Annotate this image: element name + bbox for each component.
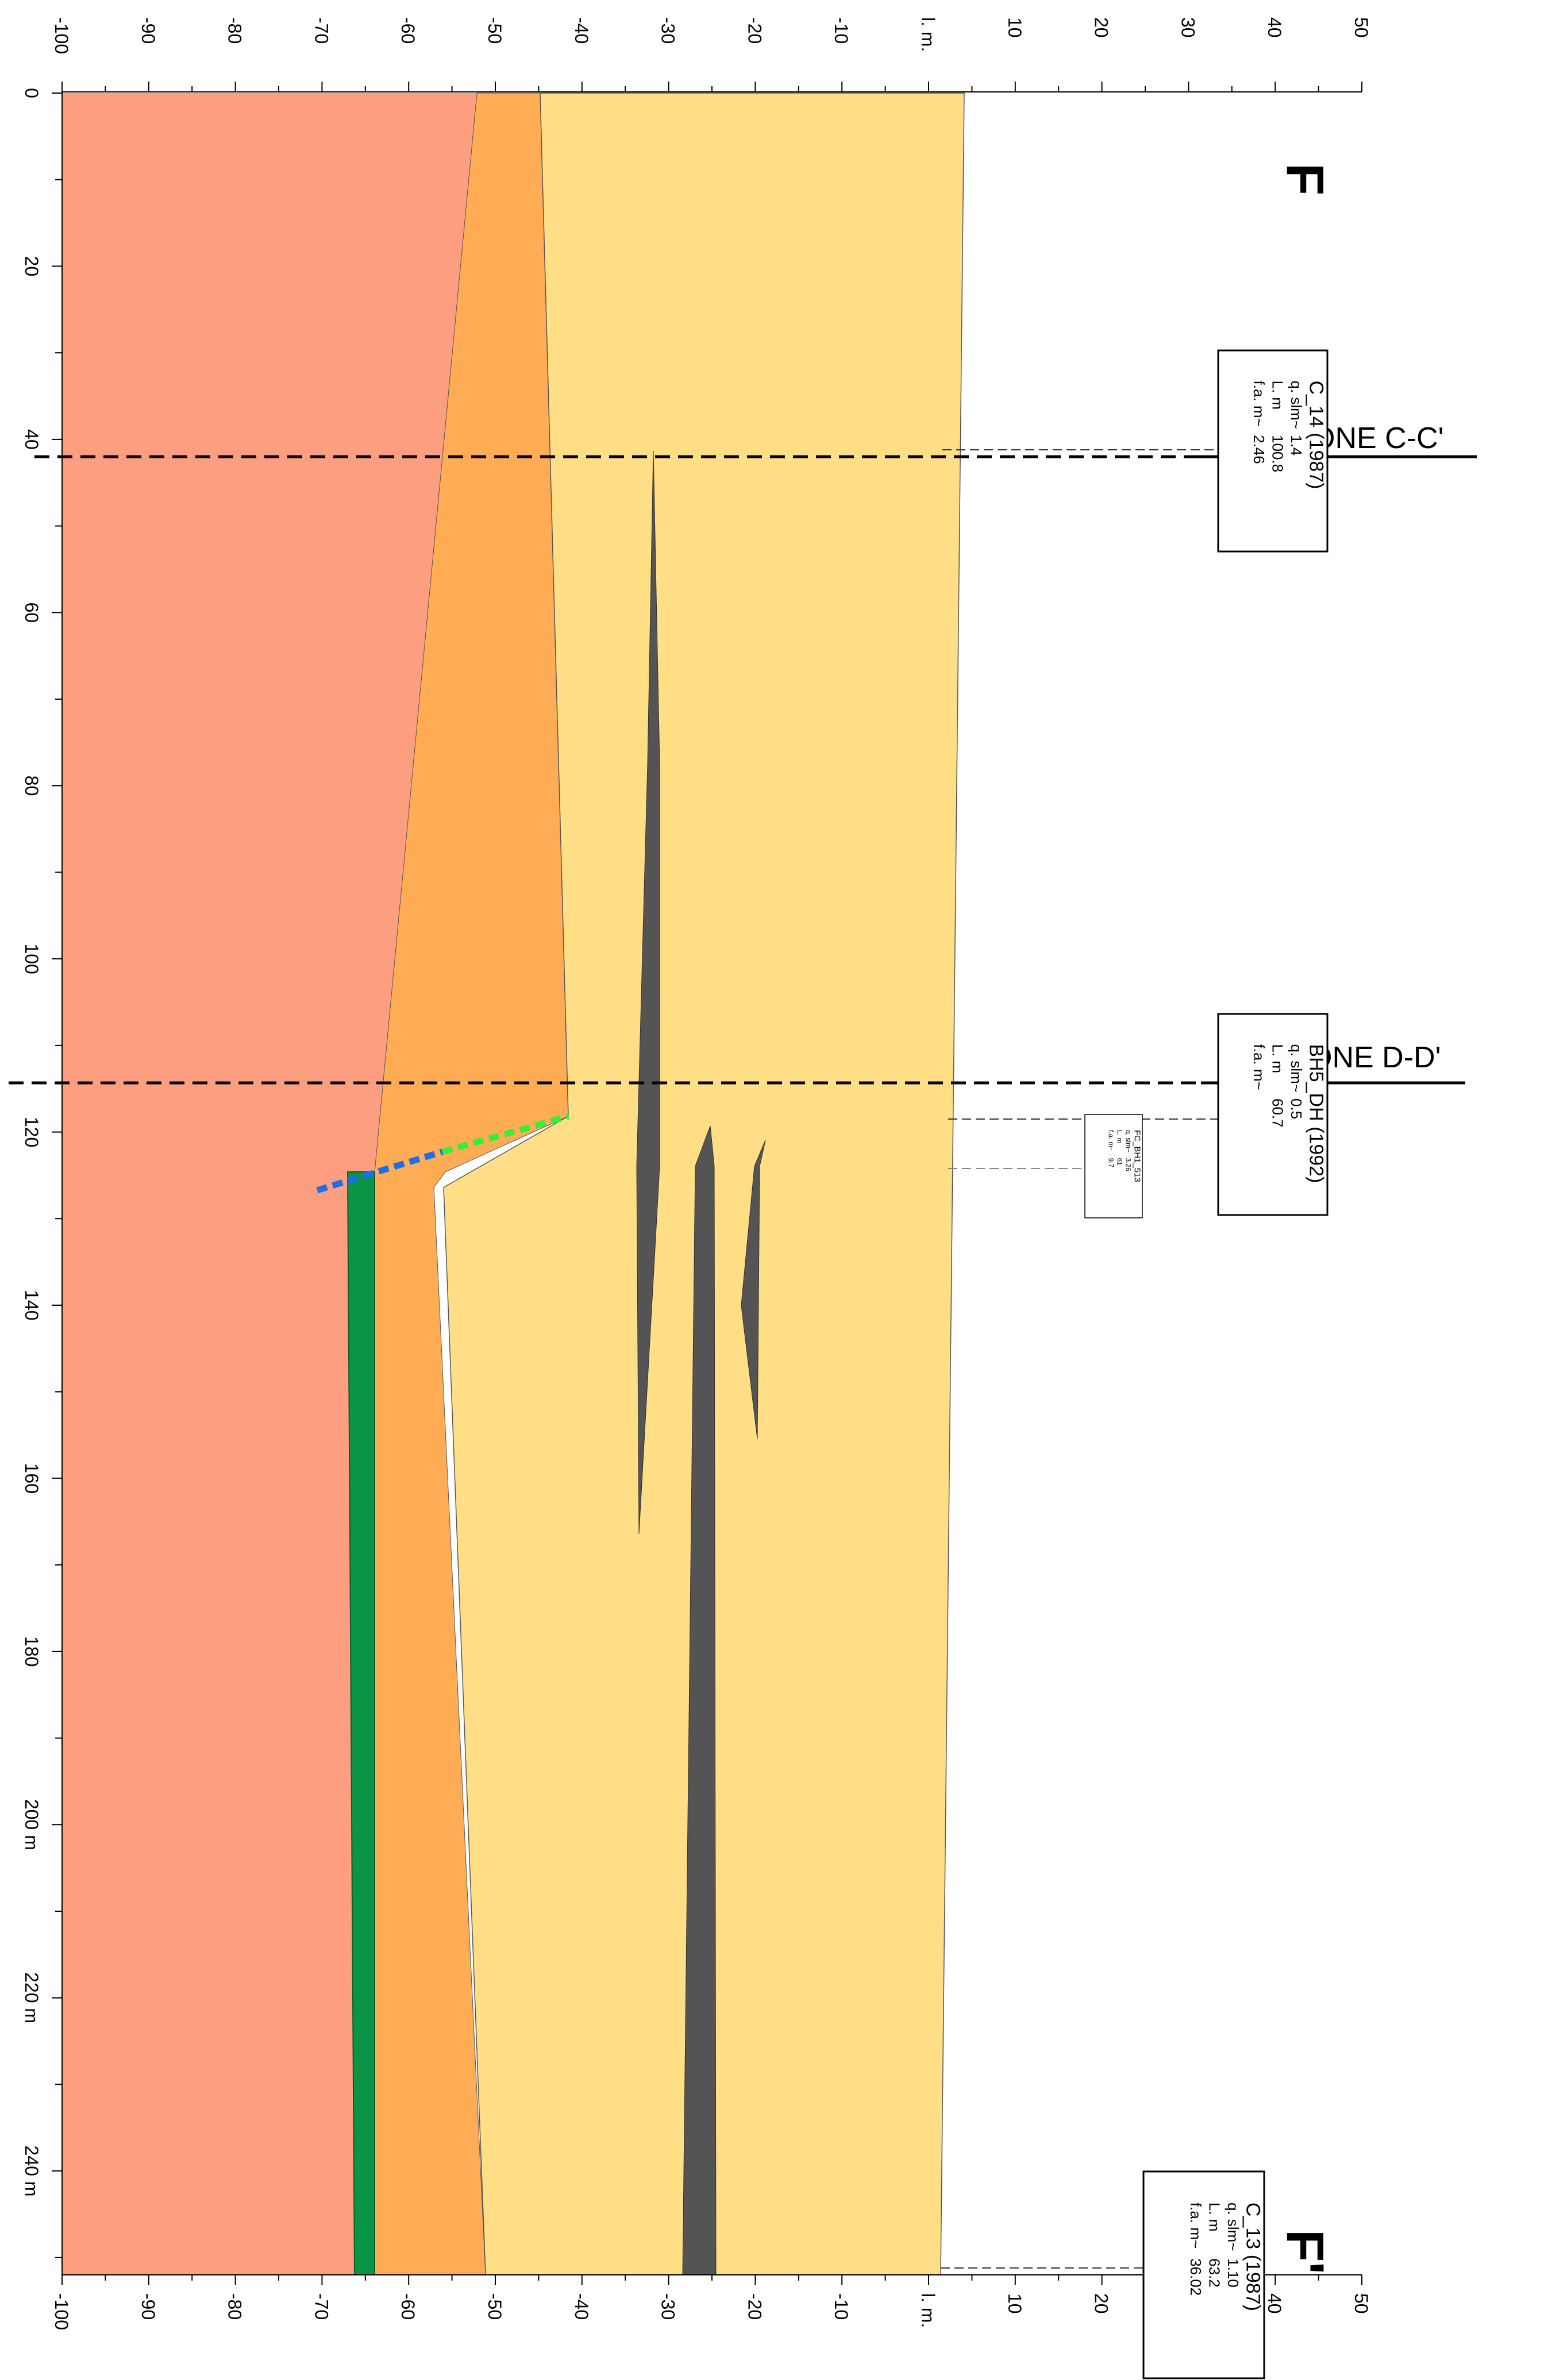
elevation-tick-label: -70 xyxy=(311,2293,332,2320)
elevation-tick-label: -60 xyxy=(398,17,418,44)
elevation-tick-label: -40 xyxy=(571,2293,592,2320)
distance-tick-label: 140 xyxy=(21,1290,42,1320)
dark-lens xyxy=(636,450,660,1534)
borehole-box: BH5_DH (1992)q. slm~ 0.5 L. m 60.7f.a. m~ xyxy=(1217,1013,1329,1216)
elevation-tick-label: -100 xyxy=(51,17,72,54)
elevation-tick-label: -80 xyxy=(225,2293,245,2320)
borehole-field-value: 9.7 xyxy=(1107,1158,1115,1168)
distance-tick-label: 20 xyxy=(21,256,42,277)
borehole-field-label: q. slm~ xyxy=(1125,1130,1133,1152)
borehole-id: BH5_DH (1992) xyxy=(1305,1044,1327,1183)
fault-line-blue xyxy=(316,1148,444,1194)
distance-tick-label: 0 xyxy=(21,88,42,98)
distance-tick-label: 240 m xyxy=(21,2146,42,2197)
elevation-tick-label: -10 xyxy=(831,17,852,44)
elevation-tick-label: 40 xyxy=(1264,17,1285,38)
section-start-label: F xyxy=(1276,163,1334,195)
elevation-tick-label: 50 xyxy=(1351,17,1372,38)
borehole-field-label: q. slm~ xyxy=(1288,381,1305,430)
borehole-field-label: q. slm~ xyxy=(1288,1044,1305,1093)
borehole-field-label: L. m xyxy=(1269,381,1286,410)
elevation-tick-label: -90 xyxy=(138,17,159,44)
elevation-tick-label: -30 xyxy=(658,2293,679,2320)
elevation-tick-label: -80 xyxy=(225,17,245,44)
distance-tick-label: 80 xyxy=(21,776,42,796)
borehole-frame xyxy=(1217,349,1329,553)
elevation-tick-label: -20 xyxy=(744,2293,765,2320)
elevation-tick-label: 30 xyxy=(1177,17,1198,38)
elevation-tick-label: 40 xyxy=(1264,2293,1285,2314)
borehole-field-label: f.a. m~ xyxy=(1250,1044,1268,1090)
elevation-tick-label: -50 xyxy=(484,17,505,44)
elevation-tick-label: l. m. xyxy=(918,2293,938,2328)
borehole-field-value: 63.2 xyxy=(1206,2258,1223,2288)
borehole-field-label: f.a. m~ xyxy=(1187,2202,1204,2248)
borehole-id: C_14 (1987) xyxy=(1305,381,1327,489)
borehole-id: C_13 (1987) xyxy=(1242,2202,1264,2311)
borehole-field-value: 2.46 xyxy=(1250,435,1268,464)
elevation-tick-label: -70 xyxy=(311,17,332,44)
fault-line-green xyxy=(441,1113,570,1155)
elevation-tick-label: -90 xyxy=(138,2293,159,2320)
distance-tick-label: 40 xyxy=(21,429,42,450)
elevation-tick-label: -10 xyxy=(831,2293,852,2320)
elevation-tick-label: 20 xyxy=(1091,17,1112,38)
borehole-frame xyxy=(1217,1013,1329,1216)
borehole-field-value: 100.8 xyxy=(1269,435,1286,472)
elevation-tick-label: -40 xyxy=(571,17,592,44)
borehole-field-value: 1.10 xyxy=(1225,2258,1242,2288)
elevation-tick-label: 50 xyxy=(1351,2293,1372,2314)
borehole-box: C_14 (1987)q. slm~ 1.4 L. m 100.8f.a. m~ 2.4… xyxy=(1217,349,1329,553)
elevation-tick-label: 20 xyxy=(1091,2293,1112,2314)
geological-units xyxy=(62,92,965,2275)
distance-tick-label: 200 m xyxy=(21,1799,42,1850)
borehole-frame xyxy=(1084,1114,1143,1218)
borehole-field-value: 3.26 xyxy=(1125,1158,1133,1172)
distance-tick-label: 60 xyxy=(21,602,42,623)
borehole-field-label: f.a. m~ xyxy=(1107,1130,1115,1151)
borehole-frame xyxy=(1142,2170,1265,2379)
section-end-label: F' xyxy=(1276,2229,1334,2274)
distance-tick-label: 120 xyxy=(21,1117,42,1147)
distance-axis: 0 20 40 60 80 100 120 140 160 180 200 m 220 m 240 m xyxy=(21,88,63,2275)
distance-tick-label: 180 xyxy=(21,1636,42,1667)
borehole-box: C_13 (1987)q. slm~ 1.10 L. m 63.2f.a. m~ 36.… xyxy=(1142,2170,1265,2379)
borehole-field-label: L. m xyxy=(1269,1044,1286,1074)
distance-tick-label: 220 m xyxy=(21,1972,42,2023)
elevation-tick-label: -20 xyxy=(744,17,765,44)
elevation-tick-label: -100 xyxy=(51,2293,72,2330)
top-elevation-axis: -100 -90 -80 -70 -60 -50 -40 -30 -20 -10 l. m. 10 20… xyxy=(51,17,1372,92)
borehole-field-value: 1.4 xyxy=(1288,435,1305,456)
borehole-field-label: L. m xyxy=(1116,1130,1124,1143)
borehole-field-label: f.a. m~ xyxy=(1250,381,1268,427)
elevation-tick-label: 10 xyxy=(1004,17,1025,38)
elevation-tick-label: -30 xyxy=(658,17,679,44)
distance-tick-label: 100 xyxy=(21,943,42,974)
borehole-id: FC_BH1_513 xyxy=(1133,1130,1142,1182)
borehole-field-value: 0.5 xyxy=(1288,1098,1305,1119)
dark-lens xyxy=(741,1140,766,1440)
borehole-field-value: 60.7 xyxy=(1269,1098,1286,1128)
borehole-field-value: 61 xyxy=(1116,1158,1124,1166)
borehole-field-label: q. slm~ xyxy=(1225,2202,1242,2251)
distance-tick-label: 160 xyxy=(21,1463,42,1494)
borehole-field-label: L. m xyxy=(1206,2202,1223,2232)
elevation-tick-label: -50 xyxy=(484,2293,505,2320)
borehole-field-value: 36.02 xyxy=(1187,2258,1204,2296)
elevation-tick-label: -60 xyxy=(398,2293,418,2320)
elevation-tick-label: l. m. xyxy=(918,17,938,52)
elevation-tick-label: 10 xyxy=(1004,2293,1025,2314)
